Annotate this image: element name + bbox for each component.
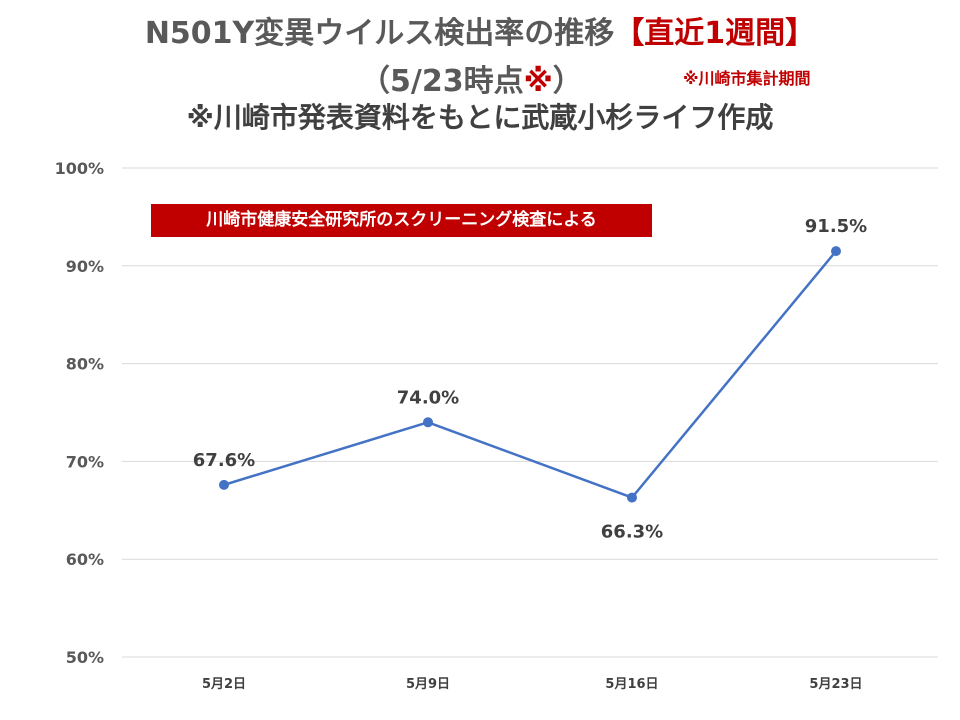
x-tick-label: 5月2日: [202, 677, 246, 692]
data-label: 66.3%: [601, 522, 663, 543]
x-tick-label: 5月9日: [406, 677, 450, 692]
series-line: [223, 250, 837, 499]
y-tick-label: 80%: [66, 355, 104, 374]
data-point: [423, 417, 433, 428]
y-tick-label: 100%: [55, 159, 104, 178]
screening-banner: 川崎市健康安全研究所のスクリーニング検査による: [151, 204, 652, 237]
chart-title-main: N501Y変異ウイルス検出率の推移: [144, 16, 615, 51]
y-tick-label: 70%: [66, 452, 104, 471]
gridlines: [122, 167, 938, 658]
x-axis: 5月2日 5月9日 5月16日 5月23日: [202, 677, 863, 692]
y-tick-label: 50%: [66, 648, 104, 667]
chart-subtitle: （5/23時点※）: [360, 56, 583, 100]
data-label: 91.5%: [805, 216, 867, 237]
x-tick-label: 5月16日: [605, 677, 658, 692]
data-point: [831, 246, 841, 257]
subtitle-close: ）: [552, 64, 583, 99]
chart-title-highlight: 【直近1週間】: [614, 16, 816, 51]
data-labels: 67.6% 74.0% 66.3% 91.5%: [193, 216, 867, 542]
data-label: 74.0%: [397, 387, 459, 408]
chart-title: N501Y変異ウイルス検出率の推移【直近1週間】: [0, 8, 960, 52]
subtitle-main: （5/23時点: [360, 64, 524, 99]
x-tick-label: 5月23日: [809, 677, 862, 692]
source-note: ※川崎市発表資料をもとに武蔵小杉ライフ作成: [186, 101, 774, 134]
data-label: 67.6%: [193, 450, 255, 471]
data-point: [627, 492, 637, 503]
period-note: ※川崎市集計期間: [683, 69, 811, 88]
subtitle-mark: ※: [523, 64, 553, 99]
y-tick-label: 90%: [66, 257, 104, 276]
data-point: [219, 479, 229, 490]
series-detection-rate: [219, 246, 841, 503]
y-axis: 50% 60% 70% 80% 90% 100%: [55, 159, 104, 667]
y-tick-label: 60%: [66, 550, 104, 569]
